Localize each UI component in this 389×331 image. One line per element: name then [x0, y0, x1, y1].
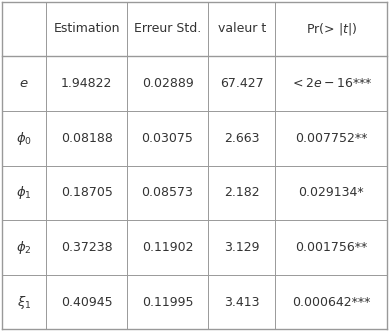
Text: $e$: $e$ — [19, 77, 29, 90]
Text: $\xi_1$: $\xi_1$ — [17, 294, 31, 310]
Text: 67.427: 67.427 — [220, 77, 263, 90]
Text: 0.007752**: 0.007752** — [295, 132, 367, 145]
Text: Erreur Std.: Erreur Std. — [134, 23, 201, 35]
Text: 3.129: 3.129 — [224, 241, 259, 254]
Text: 0.18705: 0.18705 — [61, 186, 112, 199]
Text: 2.663: 2.663 — [224, 132, 259, 145]
Text: 0.11995: 0.11995 — [142, 296, 193, 308]
Text: 0.02889: 0.02889 — [142, 77, 193, 90]
Text: 0.37238: 0.37238 — [61, 241, 112, 254]
Text: 0.001756**: 0.001756** — [295, 241, 367, 254]
Text: $\phi_0$: $\phi_0$ — [16, 130, 32, 147]
Text: 0.11902: 0.11902 — [142, 241, 193, 254]
Text: 1.94822: 1.94822 — [61, 77, 112, 90]
Text: 0.03075: 0.03075 — [142, 132, 193, 145]
Text: 3.413: 3.413 — [224, 296, 259, 308]
Text: valeur t: valeur t — [217, 23, 266, 35]
Text: 0.40945: 0.40945 — [61, 296, 112, 308]
Text: $\phi_1$: $\phi_1$ — [16, 184, 32, 201]
Text: $\phi_2$: $\phi_2$ — [16, 239, 32, 256]
Text: 0.000642***: 0.000642*** — [292, 296, 370, 308]
Text: 0.029134*: 0.029134* — [298, 186, 364, 199]
Text: 0.08573: 0.08573 — [142, 186, 193, 199]
Text: 0.08188: 0.08188 — [61, 132, 112, 145]
Text: Estimation: Estimation — [53, 23, 120, 35]
Text: $< 2e - 16$***: $< 2e - 16$*** — [290, 77, 373, 90]
Text: Pr(> $|t|$): Pr(> $|t|$) — [306, 21, 357, 37]
Text: 2.182: 2.182 — [224, 186, 259, 199]
